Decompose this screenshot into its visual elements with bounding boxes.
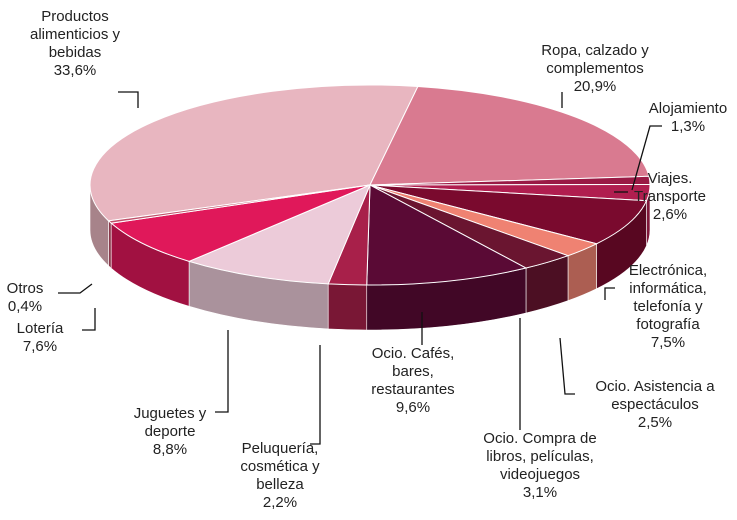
slice-value: 2,2% [262, 494, 298, 511]
slice-label: Ocio. Asistencia a espectáculos 2,5% [575, 378, 735, 432]
leader-line [215, 330, 229, 413]
slice-name: Productos alimenticios y bebidas [29, 8, 121, 61]
slice-name: Ocio. Compra de libros, películas, video… [483, 430, 597, 483]
slice-label: Juguetes y deporte 8,8% [120, 405, 220, 459]
slice-label: Alojamiento 1,3% [633, 100, 737, 136]
slice-value: 3,1% [522, 484, 558, 501]
leader-line [310, 345, 321, 445]
slice-name: Electrónica, informática, telefonía y fo… [628, 262, 708, 333]
slice-name: Peluquería, cosmética y belleza [240, 440, 320, 493]
leader-line [58, 283, 93, 294]
slice-label: Ropa, calzado y complementos 20,9% [520, 42, 670, 96]
slice-label: Peluquería, cosmética y belleza 2,2% [218, 440, 343, 512]
slice [110, 184, 371, 262]
slice-side [327, 283, 368, 331]
slice-name: Alojamiento [648, 100, 728, 117]
slice-value: 8,8% [152, 441, 188, 458]
slice-label: Electrónica, informática, telefonía y fo… [616, 262, 721, 352]
slice-name: Ocio. Asistencia a espectáculos [595, 378, 715, 413]
slice-value: 33,6% [53, 62, 97, 79]
slice [369, 85, 650, 186]
slice-value: 1,3% [670, 118, 706, 135]
leader-line [604, 287, 615, 300]
slice-name: Ropa, calzado y complementos [541, 42, 649, 77]
slice-label: Productos alimenticios y bebidas 33,6% [5, 8, 145, 80]
slice-value: 9,6% [395, 399, 431, 416]
leader-line [82, 308, 96, 331]
slice-label: Ocio. Cafés, bares, restaurantes 9,6% [358, 345, 468, 417]
slice [107, 184, 371, 224]
slice-label: Ocio. Compra de libros, películas, video… [470, 430, 610, 502]
leader-line [631, 125, 662, 191]
slice-name: Viajes. Transporte [634, 170, 706, 205]
slice [369, 184, 648, 245]
slice-side [108, 220, 112, 269]
slice-label: Lotería 7,6% [0, 320, 80, 356]
slice-name: Lotería [16, 320, 64, 337]
slice [366, 184, 528, 286]
slice-name: Otros [6, 280, 44, 297]
slice-label: Otros 0,4% [0, 280, 55, 316]
slice-name: Ocio. Cafés, bares, restaurantes [371, 345, 455, 398]
leader-line [118, 91, 139, 108]
slice-label: Viajes. Transporte 2,6% [625, 170, 715, 224]
slice [187, 184, 371, 285]
slice-value: 7,5% [650, 334, 686, 351]
slice-value: 0,4% [7, 298, 43, 315]
slice-value: 7,6% [22, 338, 58, 355]
leader-line [559, 337, 575, 395]
slice-name: Juguetes y deporte [133, 405, 207, 440]
slice-value: 20,9% [573, 78, 617, 95]
slice-value: 2,5% [637, 414, 673, 431]
slice-value: 2,6% [652, 206, 688, 223]
slice [89, 84, 419, 222]
